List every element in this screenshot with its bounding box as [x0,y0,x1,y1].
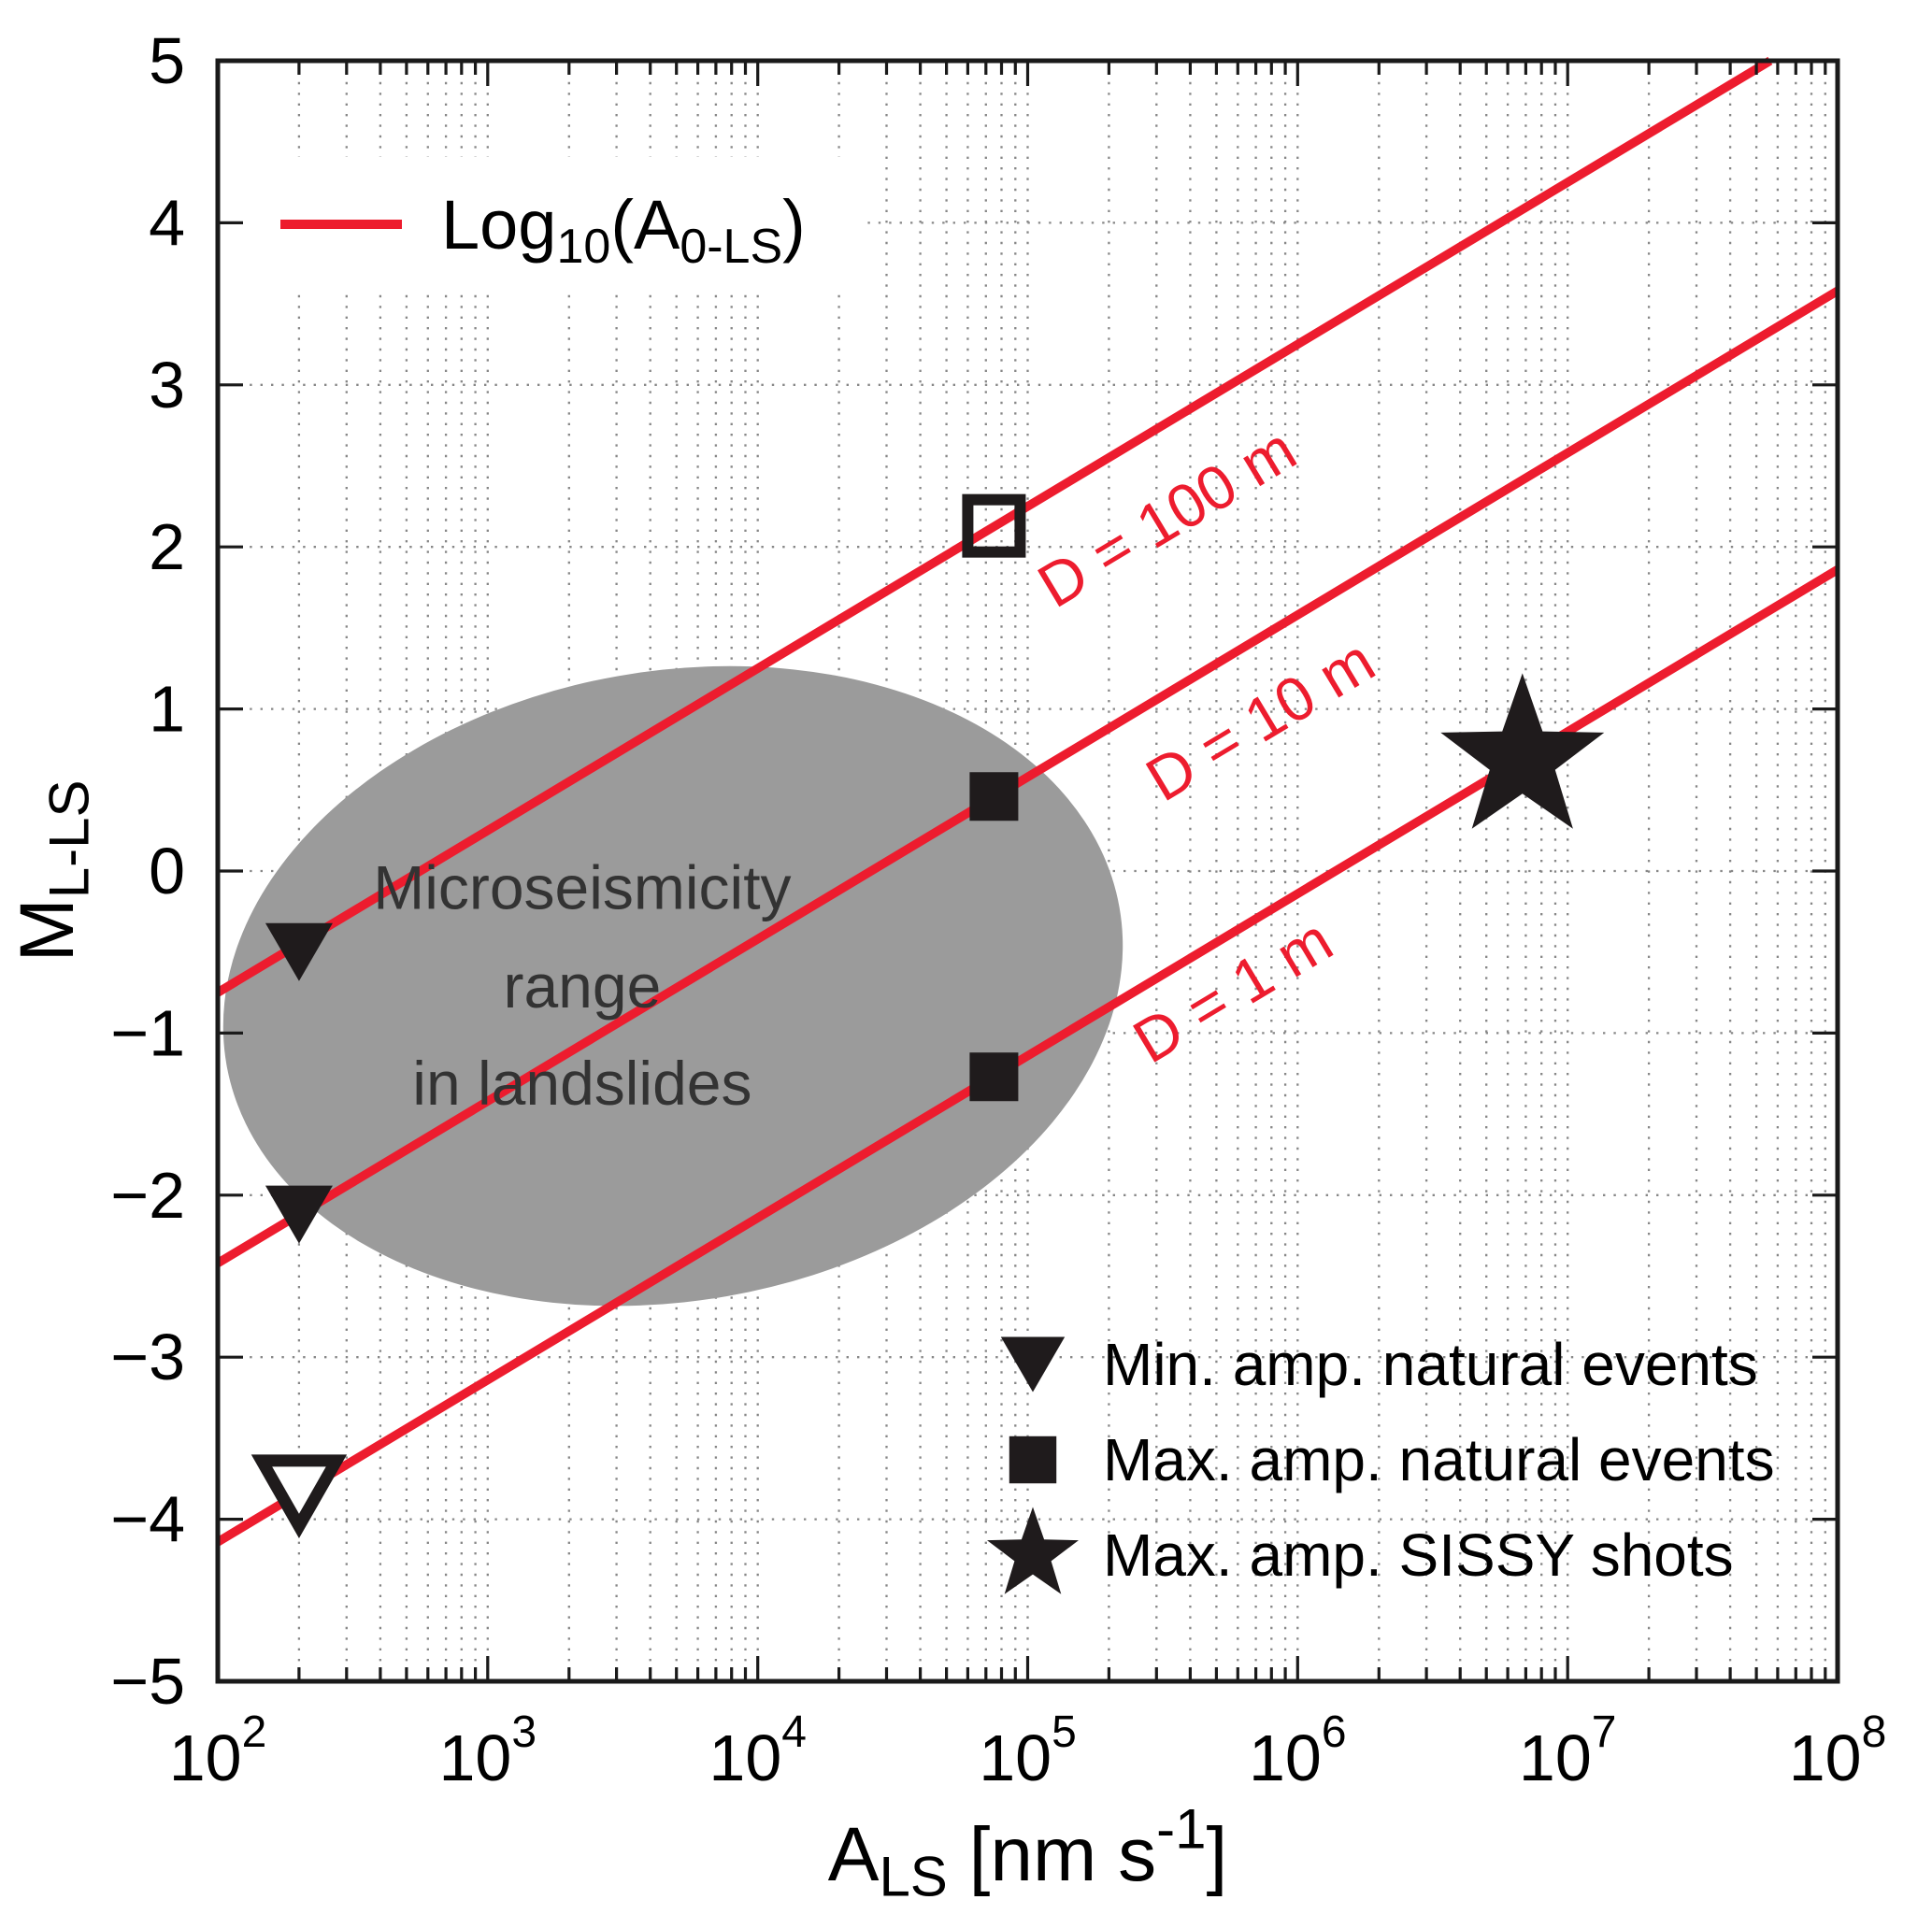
axes-layer [215,58,1840,1684]
data-point-0-triangle-down-filled [265,922,333,981]
x-axis-title: ALS [nm s-1] [828,1798,1228,1908]
line-legend-label: Log10(A0-LS) [441,186,806,274]
attenuation-line-d1 [215,565,1840,1546]
tick-label-y--3: −3 [110,1321,185,1393]
ellipse-label-line-1: Microseismicity [373,852,791,921]
legend-label-2: Max. amp. natural events [1103,1426,1775,1493]
legend-label-1: Min. amp. natural events [1103,1331,1758,1398]
data-point-6-star-filled [1440,673,1605,829]
tick-label-y--1: −1 [110,996,185,1069]
ellipse-label-line-3: in landslides [412,1049,751,1118]
tick-label-x-10e3: 103 [439,1707,537,1794]
legend-layer: Log10(A0-LS) Min. amp. natural events Max.… [245,157,1775,1594]
annotation-text-layer: Microseismicity range in landslides [373,852,791,1118]
data-markers-layer [250,493,1605,1538]
tick-label-y-2: 2 [149,510,185,583]
tick-label-y-3: 3 [149,349,185,421]
legend-marker-square-filled [1009,1436,1057,1484]
tick-label-x-10e7: 107 [1519,1707,1617,1794]
legend-marker-triangle-down-filled [1000,1336,1066,1393]
data-point-4-square-filled [969,772,1019,821]
tick-label-y-1: 1 [149,673,185,746]
y-axis-title: ML-LS [5,779,100,962]
data-point-5-square-filled [969,1052,1019,1102]
tick-label-y-0: 0 [149,835,185,907]
tick-label-y--2: −2 [110,1159,185,1232]
ellipse-label-line-2: range [503,951,661,1021]
attenuation-line-d10 [215,287,1840,1267]
tick-label-x-10e4: 104 [708,1707,807,1794]
axis-labels-layer: 102 103 104 105 106 107 108 5 4 3 2 1 0 −1 −2 −3 −4 −5 ALS… [5,24,1886,1907]
tick-label-y-5: 5 [149,24,185,97]
attenuation-line-d100 [215,56,1773,997]
tick-label-x-10e8: 108 [1789,1707,1887,1794]
tick-label-x-10e2: 102 [169,1707,267,1794]
tick-label-x-10e5: 105 [979,1707,1077,1794]
data-point-3-square-open [962,493,1026,558]
legend-label-3: Max. amp. SISSY shots [1103,1521,1734,1589]
data-point-1-triangle-down-filled [265,1185,333,1244]
tick-label-y--5: −5 [110,1645,185,1718]
tick-label-y--4: −4 [110,1483,185,1556]
tick-label-y-4: 4 [149,186,185,259]
data-point-2-triangle-down-open [250,1454,348,1538]
legend-marker-star-filled [987,1507,1079,1594]
tick-label-x-10e6: 106 [1249,1707,1347,1794]
